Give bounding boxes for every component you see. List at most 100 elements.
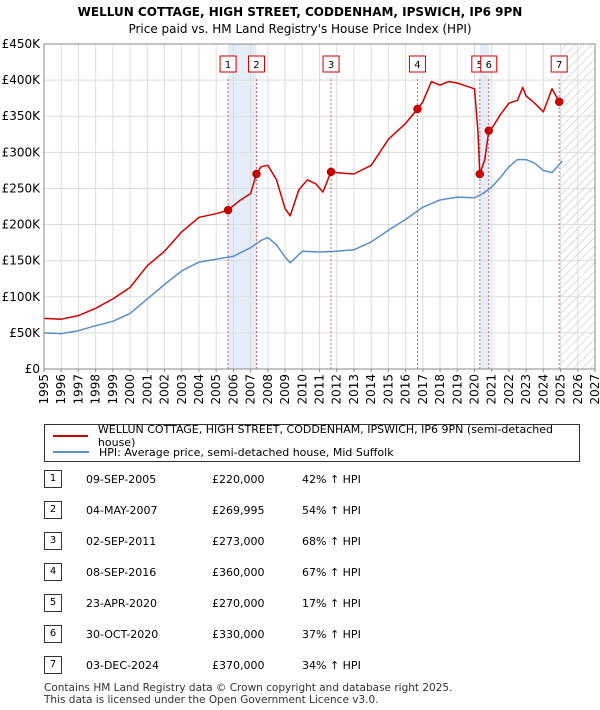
x-tick-label: 2017 <box>416 374 430 405</box>
sale-marker-number: 6 <box>486 60 492 71</box>
x-tick-label: 2024 <box>536 374 550 405</box>
sale-marker-box <box>550 55 568 73</box>
sale-hpi-change: 37% ↑ HPI <box>302 628 361 641</box>
sale-hpi-change: 42% ↑ HPI <box>302 473 361 486</box>
x-tick-label: 2027 <box>588 374 600 405</box>
highlight-band <box>479 44 489 369</box>
sale-date: 02-SEP-2011 <box>86 535 157 548</box>
sale-hpi-change: 68% ↑ HPI <box>302 535 361 548</box>
x-tick-label: 2023 <box>519 374 533 405</box>
sale-marker-number: 4 <box>414 60 420 71</box>
sale-marker-box <box>219 55 237 73</box>
sale-hpi-change: 34% ↑ HPI <box>302 659 361 672</box>
sale-marker-number: 3 <box>328 60 334 71</box>
sale-price: £269,995 <box>212 504 265 517</box>
property-series-line <box>43 80 563 320</box>
legend: WELLUN COTTAGE, HIGH STREET, CODDENHAM, … <box>44 423 580 462</box>
x-tick-label: 2013 <box>347 374 361 405</box>
sale-number-badge: 3 <box>44 532 62 550</box>
x-tick-label: 2019 <box>450 374 464 405</box>
sale-marker-box <box>247 55 265 73</box>
sale-point <box>413 104 422 114</box>
table-row: 3 02-SEP-2011 £273,000 68% ↑ HPI <box>44 532 444 552</box>
y-tick-label: £300K <box>2 145 42 159</box>
x-tick-label: 1999 <box>106 374 120 405</box>
legend-swatch-property <box>53 435 88 437</box>
table-row: 6 30-OCT-2020 £330,000 37% ↑ HPI <box>44 625 444 645</box>
sale-price: £220,000 <box>212 473 265 486</box>
sale-marker-number: 1 <box>225 60 231 71</box>
sale-point <box>223 205 233 215</box>
x-tick-label: 2006 <box>226 374 240 405</box>
sale-number-badge: 1 <box>44 470 62 488</box>
sale-marker-label: 4 <box>408 55 426 73</box>
legend-label-property: WELLUN COTTAGE, HIGH STREET, CODDENHAM, … <box>97 423 554 449</box>
sale-point <box>475 169 485 179</box>
legend-item-hpi: HPI: Average price, semi-detached house,… <box>53 444 394 460</box>
sale-marker-number: 7 <box>556 60 562 71</box>
y-tick-label: £400K <box>2 73 42 87</box>
legend-item-property: WELLUN COTTAGE, HIGH STREET, CODDENHAM, … <box>53 423 579 449</box>
x-tick-label: 1998 <box>89 374 103 405</box>
sale-hpi-change: 54% ↑ HPI <box>302 504 361 517</box>
x-tick-label: 2014 <box>364 374 378 405</box>
footer-licence: This data is licensed under the Open Gov… <box>44 694 379 706</box>
x-tick-label: 2000 <box>123 374 137 405</box>
sale-marker-label: 2 <box>247 55 265 73</box>
x-tick-label: 2015 <box>381 374 395 405</box>
table-row: 4 08-SEP-2016 £360,000 67% ↑ HPI <box>44 563 444 583</box>
y-tick-label: £0 <box>25 362 40 376</box>
y-tick-label: £250K <box>2 181 42 195</box>
plot-area: 1 2 3 4 5 6 7 £0 £50K £100K £150K £200K £250K £300K £3… <box>2 37 600 405</box>
sale-number-badge: 6 <box>44 625 62 643</box>
x-tick-label: 2026 <box>571 374 585 405</box>
x-tick-label: 2011 <box>313 374 327 405</box>
sale-marker-label: 7 <box>550 55 568 73</box>
x-tick-label: 1996 <box>54 374 68 405</box>
y-tick-label: £350K <box>2 109 42 123</box>
x-tick-label: 2021 <box>485 374 499 405</box>
sale-price: £270,000 <box>212 597 265 610</box>
table-row: 1 09-SEP-2005 £220,000 42% ↑ HPI <box>44 470 444 490</box>
sale-date: 08-SEP-2016 <box>86 566 157 579</box>
sale-price: £370,000 <box>212 659 265 672</box>
sale-hpi-change: 17% ↑ HPI <box>302 597 361 610</box>
x-tick-label: 2020 <box>467 374 481 405</box>
sale-hpi-change: 67% ↑ HPI <box>302 566 361 579</box>
sale-point <box>252 169 261 179</box>
sale-date: 04-MAY-2007 <box>86 504 158 517</box>
x-tick-label: 2005 <box>209 374 223 405</box>
x-tick-label: 2007 <box>244 374 258 405</box>
x-tick-label: 2002 <box>158 374 172 405</box>
y-tick-label: £150K <box>2 254 42 268</box>
sale-marker-label: 3 <box>322 55 340 73</box>
sale-date: 09-SEP-2005 <box>86 473 157 486</box>
x-tick-label: 2025 <box>554 374 568 405</box>
sale-number-badge: 4 <box>44 563 62 581</box>
sale-point <box>554 97 564 107</box>
table-row: 5 23-APR-2020 £270,000 17% ↑ HPI <box>44 594 444 614</box>
table-row: 7 03-DEC-2024 £370,000 34% ↑ HPI <box>44 656 444 676</box>
x-tick-label: 2018 <box>433 374 447 405</box>
table-row: 2 04-MAY-2007 £269,995 54% ↑ HPI <box>44 501 444 521</box>
sale-date: 03-DEC-2024 <box>86 659 160 672</box>
sale-price: £360,000 <box>212 566 265 579</box>
legend-label-hpi: HPI: Average price, semi-detached house,… <box>99 445 394 459</box>
sale-point <box>484 126 494 135</box>
price-chart: WELLUN COTTAGE, HIGH STREET, CODDENHAM, … <box>2 5 600 405</box>
y-tick-label: £450K <box>2 37 42 51</box>
x-tick-label: 2004 <box>192 374 206 405</box>
sale-number-badge: 7 <box>44 656 62 674</box>
sale-marker-number: 2 <box>253 60 259 71</box>
sale-price: £330,000 <box>212 628 265 641</box>
y-tick-label: £50K <box>9 326 41 340</box>
sale-marker-label: 1 <box>219 55 237 73</box>
y-tick-label: £100K <box>2 290 42 304</box>
x-tick-label: 2003 <box>175 374 189 405</box>
sale-marker-box <box>408 55 426 73</box>
x-tick-label: 2009 <box>278 374 292 405</box>
sale-number-badge: 2 <box>44 501 62 519</box>
sale-date: 23-APR-2020 <box>86 597 158 610</box>
sale-marker-label: 6 <box>480 55 498 73</box>
x-tick-label: 2008 <box>261 374 275 405</box>
